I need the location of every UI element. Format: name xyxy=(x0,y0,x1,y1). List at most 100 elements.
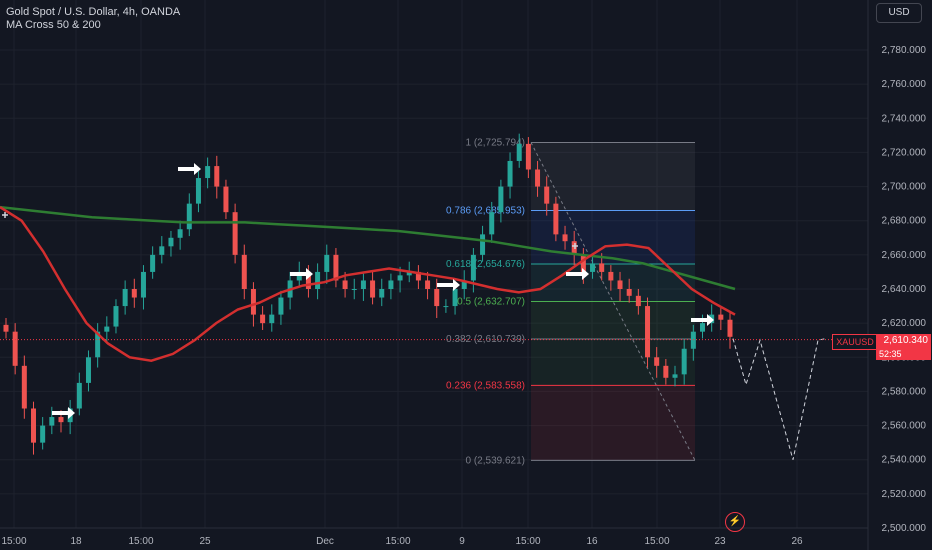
candle-body xyxy=(700,323,706,332)
candle-body xyxy=(49,417,55,426)
x-tick-label: 15:00 xyxy=(644,536,669,547)
candle-body xyxy=(544,186,550,204)
fib-level-label: 0.236 (2,583.558) xyxy=(446,380,525,391)
fib-level-label: 1 (2,725.794) xyxy=(466,138,526,149)
arrow-marker xyxy=(290,268,313,280)
candle-body xyxy=(425,280,431,289)
y-tick-label: 2,500.000 xyxy=(882,523,927,534)
x-tick-label: 9 xyxy=(459,536,465,547)
candle-body xyxy=(177,229,183,238)
candle-body xyxy=(516,143,522,161)
y-tick-label: 2,620.000 xyxy=(882,318,927,329)
candle-body xyxy=(507,160,513,187)
y-tick-label: 2,740.000 xyxy=(882,113,927,124)
x-tick-label: 26 xyxy=(791,536,803,547)
candle-body xyxy=(76,382,82,409)
candle-body xyxy=(718,314,724,320)
candle-body xyxy=(388,280,394,289)
candle-body xyxy=(580,254,586,272)
y-tick-label: 2,720.000 xyxy=(882,147,927,158)
y-tick-label: 2,660.000 xyxy=(882,250,927,261)
fib-level-label: 0 (2,539.621) xyxy=(466,455,526,466)
candle-body xyxy=(645,306,651,358)
candle-body xyxy=(122,289,128,307)
candle-body xyxy=(690,331,696,349)
candle-body xyxy=(305,271,311,289)
price-symbol-label: XAUUSD xyxy=(832,334,878,350)
chart-title: Gold Spot / U.S. Dollar, 4h, OANDA xyxy=(6,6,181,18)
candle-body xyxy=(626,289,632,296)
candle-body xyxy=(58,417,64,423)
candle-body xyxy=(562,234,568,242)
candle-body xyxy=(150,254,156,272)
ma-200-line xyxy=(0,205,736,291)
candle-body xyxy=(599,263,605,272)
arrow-marker xyxy=(178,163,201,175)
fib-zone xyxy=(531,338,695,386)
candle-body xyxy=(370,280,376,298)
candle-body xyxy=(498,186,504,213)
arrow-marker xyxy=(566,268,589,280)
candle-body xyxy=(342,280,348,289)
x-tick-label: 15:00 xyxy=(385,536,410,547)
candle-body xyxy=(525,143,531,170)
x-tick-label: 23 xyxy=(714,536,726,547)
y-tick-label: 2,640.000 xyxy=(882,284,927,295)
last-price-label: 2,610.340 xyxy=(876,334,931,348)
candle-body xyxy=(205,166,211,179)
candle-body xyxy=(452,289,458,307)
candle-body xyxy=(296,271,302,281)
candle-body xyxy=(241,254,247,289)
fib-level-label: 0.618 (2,654.676) xyxy=(446,259,525,270)
y-tick-label: 2,540.000 xyxy=(882,455,927,466)
candle-body xyxy=(232,212,238,255)
candle-body xyxy=(260,314,266,324)
arrow-marker xyxy=(52,407,75,419)
y-tick-label: 2,680.000 xyxy=(882,216,927,227)
candle-body xyxy=(406,271,412,276)
candle-body xyxy=(131,289,137,298)
ma-cross-marker xyxy=(572,243,578,249)
candle-body xyxy=(95,331,101,358)
candle-body xyxy=(470,254,476,281)
candle-body xyxy=(590,263,596,272)
candle-body xyxy=(269,314,275,324)
candle-body xyxy=(360,280,366,289)
candle-body xyxy=(21,365,27,409)
x-tick-label: 15:00 xyxy=(1,536,26,547)
candle-body xyxy=(186,203,192,230)
fib-zone xyxy=(531,301,695,339)
ma-cross-marker xyxy=(2,212,8,218)
fib-level-label: 0.786 (2,685.953) xyxy=(446,206,525,217)
candle-body xyxy=(415,271,421,281)
candle-body xyxy=(333,254,339,281)
candle-body xyxy=(608,271,614,281)
candle-body xyxy=(250,289,256,315)
currency-button[interactable]: USD xyxy=(876,3,922,23)
fib-zone xyxy=(531,385,695,461)
lightning-icon[interactable]: ⚡ xyxy=(725,512,745,532)
x-tick-label: 15:00 xyxy=(128,536,153,547)
candle-body xyxy=(315,271,321,289)
candle-body xyxy=(617,280,623,289)
candle-body xyxy=(461,280,467,289)
x-tick-label: 16 xyxy=(586,536,598,547)
x-tick-label: Dec xyxy=(316,536,334,547)
candle-body xyxy=(535,169,541,187)
x-tick-label: 25 xyxy=(199,536,211,547)
candle-body xyxy=(168,237,174,247)
ma-50-line xyxy=(0,206,736,362)
y-tick-label: 2,520.000 xyxy=(882,489,927,500)
x-tick-label: 18 xyxy=(70,536,82,547)
arrow-marker xyxy=(691,314,714,326)
candle-body xyxy=(489,212,495,235)
candle-body xyxy=(214,166,220,187)
fib-level-label: 0.5 (2,632.707) xyxy=(457,296,525,307)
y-tick-label: 2,780.000 xyxy=(882,45,927,56)
candle-body xyxy=(654,357,660,366)
indicator-label[interactable]: MA Cross 50 & 200 xyxy=(6,19,101,31)
candle-body xyxy=(104,326,110,332)
arrow-marker xyxy=(437,279,460,291)
y-tick-label: 2,580.000 xyxy=(882,386,927,397)
